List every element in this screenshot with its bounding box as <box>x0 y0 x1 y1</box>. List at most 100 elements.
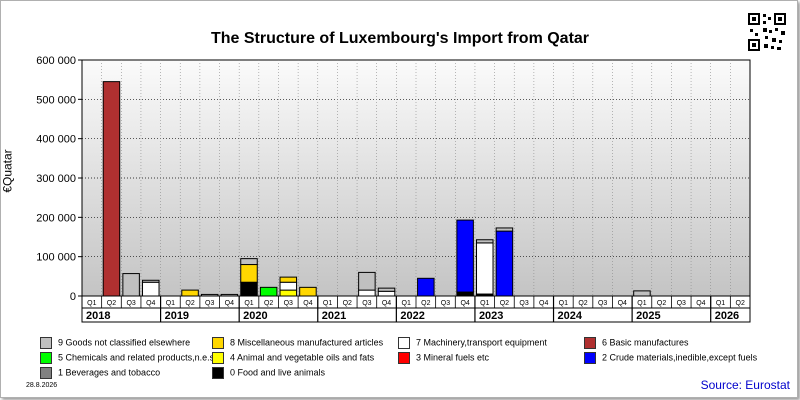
quarter-label: Q3 <box>362 300 371 307</box>
year-label: 2024 <box>558 310 583 322</box>
bar-segment <box>358 289 376 297</box>
legend-swatch <box>584 351 596 364</box>
quarter-label: Q1 <box>166 300 175 307</box>
legend-item: 2 Crude materials,inedible,except fuels <box>584 351 758 364</box>
y-tick-label: 100 000 <box>36 252 76 264</box>
legend-item: 1 Beverages and tobacco <box>40 366 161 379</box>
legend-swatch <box>40 336 52 349</box>
y-tick-label: 300 000 <box>36 173 76 185</box>
legend-swatch <box>584 336 596 349</box>
legend-label: 4 Animal and vegetable oils and fats <box>230 352 375 363</box>
bars <box>102 81 651 297</box>
quarter-label: Q3 <box>284 300 293 307</box>
bar-segment <box>142 279 160 283</box>
bar-segment <box>633 290 651 297</box>
chart-title: The Structure of Luxembourg's Import fro… <box>210 30 590 47</box>
legend-item: 7 Machinery,transport equipment <box>398 336 547 349</box>
bar-segment <box>279 281 298 291</box>
quarter-label: Q2 <box>343 300 352 307</box>
legend-label: 5 Chemicals and related products,n.e.s. <box>58 352 217 363</box>
year-label: 2020 <box>243 310 267 322</box>
legend-item: 5 Chemicals and related products,n.e.s. <box>40 351 217 364</box>
year-label: 2026 <box>715 310 739 322</box>
legend-label: 3 Mineral fuels etc <box>416 352 490 363</box>
bar-segment <box>495 230 514 297</box>
quarter-label: Q4 <box>303 300 312 307</box>
bar-segment <box>476 239 494 244</box>
year-label: 2019 <box>165 310 189 322</box>
quarter-label: Q4 <box>539 300 548 307</box>
year-label: 2025 <box>636 310 660 322</box>
y-tick-label: 0 <box>70 291 76 303</box>
date-label: 28.8.2026 <box>26 382 58 389</box>
quarter-label: Q1 <box>87 300 96 307</box>
legend-swatch <box>212 366 224 379</box>
bar-segment <box>417 277 435 297</box>
year-row <box>81 307 751 323</box>
year-label: 2018 <box>86 310 110 322</box>
bar-segment <box>122 273 140 297</box>
legend-swatch <box>40 351 52 364</box>
quarter-label: Q3 <box>441 300 450 307</box>
quarter-label: Q4 <box>146 300 155 307</box>
legend-item: 8 Miscellaneous manufactured articles <box>212 336 383 349</box>
bar-segment <box>240 281 258 297</box>
y-tick-label: 400 000 <box>36 134 76 146</box>
year-label: 2022 <box>400 310 424 322</box>
legend-item: 0 Food and live animals <box>212 366 325 379</box>
quarter-label: Q2 <box>421 300 430 307</box>
bar-segment <box>102 81 121 297</box>
quarter-label: Q4 <box>225 300 234 307</box>
quarter-label: Q1 <box>323 300 332 307</box>
quarter-label: Q2 <box>578 300 587 307</box>
quarter-label: Q2 <box>264 300 273 307</box>
legend-swatch <box>212 351 224 364</box>
bar-segment <box>279 289 298 297</box>
quarter-label: Q4 <box>618 300 627 307</box>
legend-label: 9 Goods not classified elsewhere <box>58 337 191 348</box>
quarter-label: Q3 <box>519 300 528 307</box>
quarter-label: Q1 <box>402 300 411 307</box>
bar-segment <box>181 289 199 297</box>
y-tick-label: 200 000 <box>36 212 76 224</box>
quarter-label: Q2 <box>107 300 116 307</box>
bar-segment <box>377 290 396 297</box>
quarter-label: Q2 <box>657 300 666 307</box>
quarter-label: Q1 <box>559 300 568 307</box>
qr-code-icon <box>747 12 787 52</box>
quarter-label: Q1 <box>637 300 646 307</box>
bar-segment <box>456 291 474 297</box>
legend-label: 2 Crude materials,inedible,except fuels <box>602 352 758 363</box>
year-label: 2021 <box>322 310 346 322</box>
quarter-label: Q4 <box>382 300 391 307</box>
quarter-label: Q2 <box>500 300 509 307</box>
source-label: Source: Eurostat <box>700 378 790 392</box>
bar-segment <box>279 276 298 283</box>
bar-segment <box>495 227 514 232</box>
quarter-label: Q4 <box>460 300 469 307</box>
quarter-label: Q4 <box>696 300 705 307</box>
x-axis: Q1 Q2 Q3 Q4 Q1 Q2 Q3 Q4 Q1 Q2 Q3 Q4 Q1 Q2 Q3 Q4 Q1 Q2 Q3 Q4… <box>81 295 751 323</box>
legend-label: 7 Machinery,transport equipment <box>416 337 547 348</box>
legend-item: 4 Animal and vegetable oils and fats <box>212 351 375 364</box>
quarter-label: Q2 <box>736 300 745 307</box>
quarter-label: Q3 <box>677 300 686 307</box>
quarter-label: Q3 <box>126 300 135 307</box>
legend-label: 1 Beverages and tobacco <box>58 367 161 378</box>
legend-label: 6 Basic manufactures <box>602 337 689 348</box>
quarter-label: Q1 <box>244 300 253 307</box>
legend-swatch <box>40 366 52 379</box>
legend-item: 6 Basic manufactures <box>584 336 689 349</box>
quarter-label: Q3 <box>598 300 607 307</box>
y-tick-label: 600 000 <box>36 55 76 67</box>
bar-segment <box>259 286 278 297</box>
year-label: 2023 <box>479 310 503 322</box>
bar-segment <box>299 286 317 297</box>
legend-swatch <box>212 336 224 349</box>
bar-segment <box>456 219 474 293</box>
quarter-label: Q1 <box>480 300 489 307</box>
legend-item: 3 Mineral fuels etc <box>398 351 490 364</box>
bar-segment <box>476 242 494 295</box>
y-axis: 0 100 000 200 000 300 000 400 000 500 000 600 … <box>36 55 82 303</box>
